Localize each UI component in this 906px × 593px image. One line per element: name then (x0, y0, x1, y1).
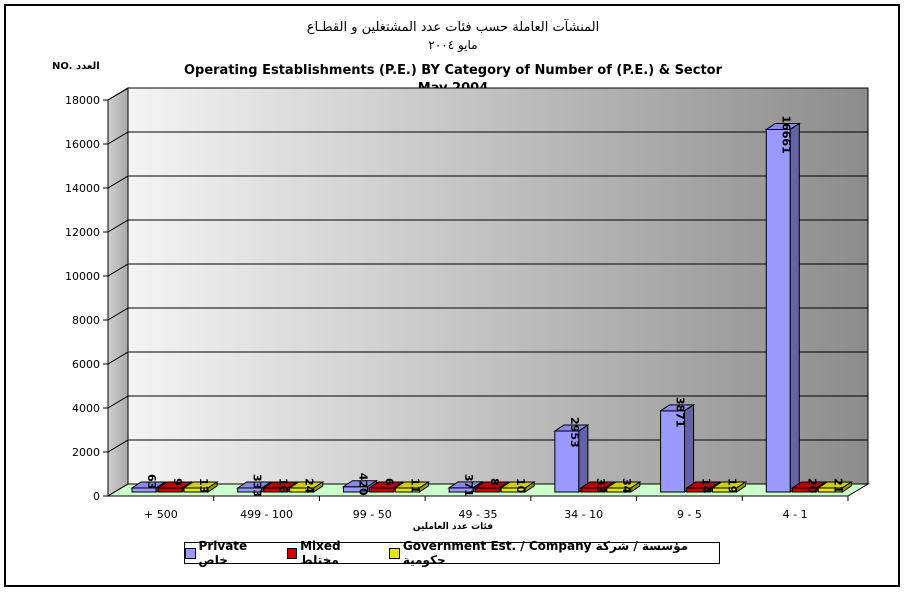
data-label: 21 (831, 478, 844, 493)
gridline (107, 395, 868, 409)
data-label: 6 (382, 478, 395, 486)
y-tick-label: 8000 (72, 314, 100, 327)
y-tick-label: 18000 (65, 94, 100, 107)
data-label: 3871 (674, 397, 687, 428)
y-tick-label: 12000 (65, 226, 100, 239)
data-label: 10 (514, 478, 527, 494)
legend-swatch-mixed (286, 547, 298, 559)
data-label: 420 (356, 473, 369, 496)
gridline (107, 87, 868, 101)
x-tick-label: 49 - 35 (459, 508, 498, 521)
y-tick-label: 4000 (72, 402, 100, 415)
bar (368, 487, 394, 493)
bar-side (313, 481, 324, 493)
chart-title: Operating Establishments (P.E.) BY Categ… (183, 63, 723, 78)
y-tick-label: 10000 (65, 270, 100, 283)
legend-swatch-private (185, 547, 196, 559)
legend-item-government: Government Est. / Company مؤسسة / شركة ح… (389, 539, 719, 567)
legend-item-private: Private خاص (185, 539, 277, 567)
x-tick-label: 499 - 100 (240, 508, 293, 521)
legend-label-government: Government Est. / Company مؤسسة / شركة ح… (402, 539, 689, 567)
legend: Private خاص Mixed مختلط Government Est. … (184, 539, 720, 567)
gridline (107, 219, 868, 233)
data-label: 16 (277, 478, 290, 494)
data-label: 24 (303, 478, 316, 494)
bar (765, 128, 791, 493)
data-label: 14 (700, 478, 713, 494)
gridline (107, 175, 868, 189)
data-label: 2953 (568, 417, 581, 448)
bar-side (630, 481, 641, 493)
x-tick-label: 4 - 1 (783, 508, 808, 521)
legend-item-mixed: Mixed مختلط (286, 539, 380, 567)
x-tick-label: 9 - 5 (677, 508, 702, 521)
y-tick-label: 14000 (65, 182, 100, 195)
data-label: 13 (197, 478, 210, 493)
y-axis-label: NO. العدد (52, 61, 100, 72)
data-label: 63 (145, 474, 158, 489)
data-label: 9 (171, 478, 184, 486)
back-wall (127, 87, 869, 485)
y-tick-label: 16000 (65, 138, 100, 151)
bar (157, 487, 183, 493)
bar-side (207, 481, 218, 493)
y-tick-label: 6000 (72, 358, 100, 371)
gridline (107, 131, 868, 145)
gridline (107, 351, 868, 365)
data-label: 33 (594, 478, 607, 493)
data-label: 16661 (779, 115, 792, 153)
data-label: 333 (251, 474, 264, 497)
gridline (107, 307, 868, 321)
y-tick-label: 2000 (72, 446, 100, 459)
x-axis-label: فئات عدد العاملين (412, 522, 494, 532)
bar-side (736, 481, 747, 493)
data-label: 11 (408, 478, 421, 493)
legend-label-private: Private خاص (198, 539, 248, 567)
gridline (107, 263, 868, 277)
bar-side (841, 481, 852, 493)
x-tick-label: 34 - 10 (564, 508, 603, 521)
data-label: 371 (462, 474, 475, 497)
data-label: 8 (488, 478, 501, 486)
bar-side (789, 122, 800, 493)
bar (474, 487, 500, 493)
data-label: 34 (620, 478, 633, 494)
data-label: 19 (726, 478, 739, 493)
y-tick-label: 0 (93, 490, 100, 503)
data-label: 20 (805, 478, 818, 494)
x-tick-label: 99 - 50 (353, 508, 392, 521)
chart-subtitle-arabic: مايو ٢٠٠٤ (428, 38, 478, 52)
gridline (107, 439, 868, 453)
x-tick-label: + 500 (144, 508, 178, 521)
legend-label-mixed: Mixed مختلط (300, 539, 341, 567)
legend-swatch-government (389, 547, 400, 559)
side-wall (107, 87, 129, 497)
chart-title-arabic: المنشآت العاملة حسب فئات عدد المشتغلين و… (306, 20, 600, 35)
bar-side (418, 481, 429, 493)
bar-side (524, 481, 535, 493)
